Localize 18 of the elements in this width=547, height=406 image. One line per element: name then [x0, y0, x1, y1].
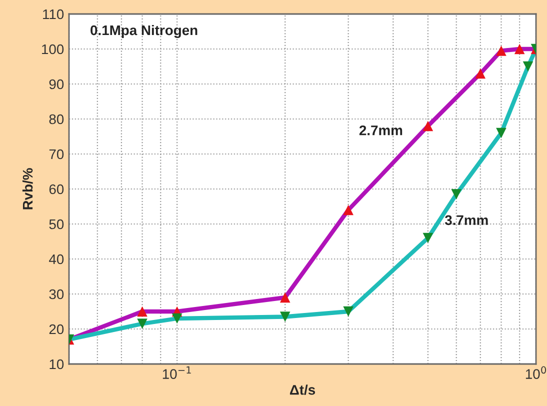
y-tick-label: 50: [49, 219, 64, 230]
y-tick-label: 30: [49, 289, 64, 300]
y-tick-label: 110: [43, 9, 64, 20]
y-tick-label: 40: [49, 254, 64, 264]
y-tick-label: 80: [49, 114, 64, 124]
series-label: 2.7mm: [359, 125, 402, 136]
x-tick-label: 10$^{−1}$: [162, 366, 191, 379]
y-tick-label: 90: [49, 79, 64, 90]
x-axis-title: Δt/s: [290, 384, 316, 395]
y-tick-label: 60: [49, 184, 64, 194]
y-tick-label: 20: [49, 324, 64, 334]
y-tick-label: 70: [49, 149, 64, 160]
annotation: 0.1Mpa Nitrogen: [90, 24, 198, 38]
y-tick-label: 100: [42, 44, 64, 54]
y-axis-title: Rvb/%: [22, 168, 33, 210]
series-label: 3.7mm: [444, 215, 488, 226]
y-tick-label: 10: [50, 359, 64, 370]
x-tick-label: 10$^{0}$: [526, 366, 546, 379]
